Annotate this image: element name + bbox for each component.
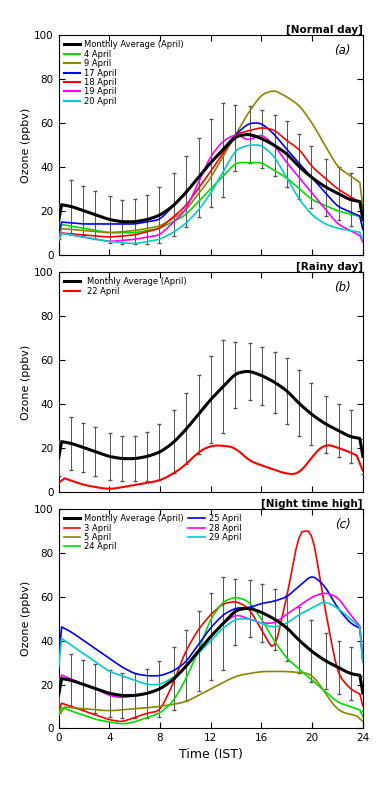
Text: (c): (c) [335,518,351,531]
Y-axis label: Ozone (ppbv): Ozone (ppbv) [21,108,31,183]
Text: (b): (b) [334,281,351,294]
Text: [Normal day]: [Normal day] [286,25,363,35]
Y-axis label: Ozone (ppbv): Ozone (ppbv) [21,581,31,656]
Y-axis label: Ozone (ppbv): Ozone (ppbv) [21,345,31,419]
Text: [Rainy day]: [Rainy day] [296,262,363,272]
Text: (a): (a) [334,44,351,57]
Legend: Monthly Average (April), 3 April, 5 April, 24 April, 25 April, 28 April, 29 Apri: Monthly Average (April), 3 April, 5 Apri… [63,513,243,552]
Legend: Monthly Average (April), 22 April: Monthly Average (April), 22 April [63,276,187,297]
Legend: Monthly Average (April), 4 April, 9 April, 17 April, 18 April, 19 April, 20 Apri: Monthly Average (April), 4 April, 9 Apri… [63,39,185,107]
X-axis label: Time (IST): Time (IST) [179,747,243,761]
Text: [Night time high]: [Night time high] [261,498,363,509]
